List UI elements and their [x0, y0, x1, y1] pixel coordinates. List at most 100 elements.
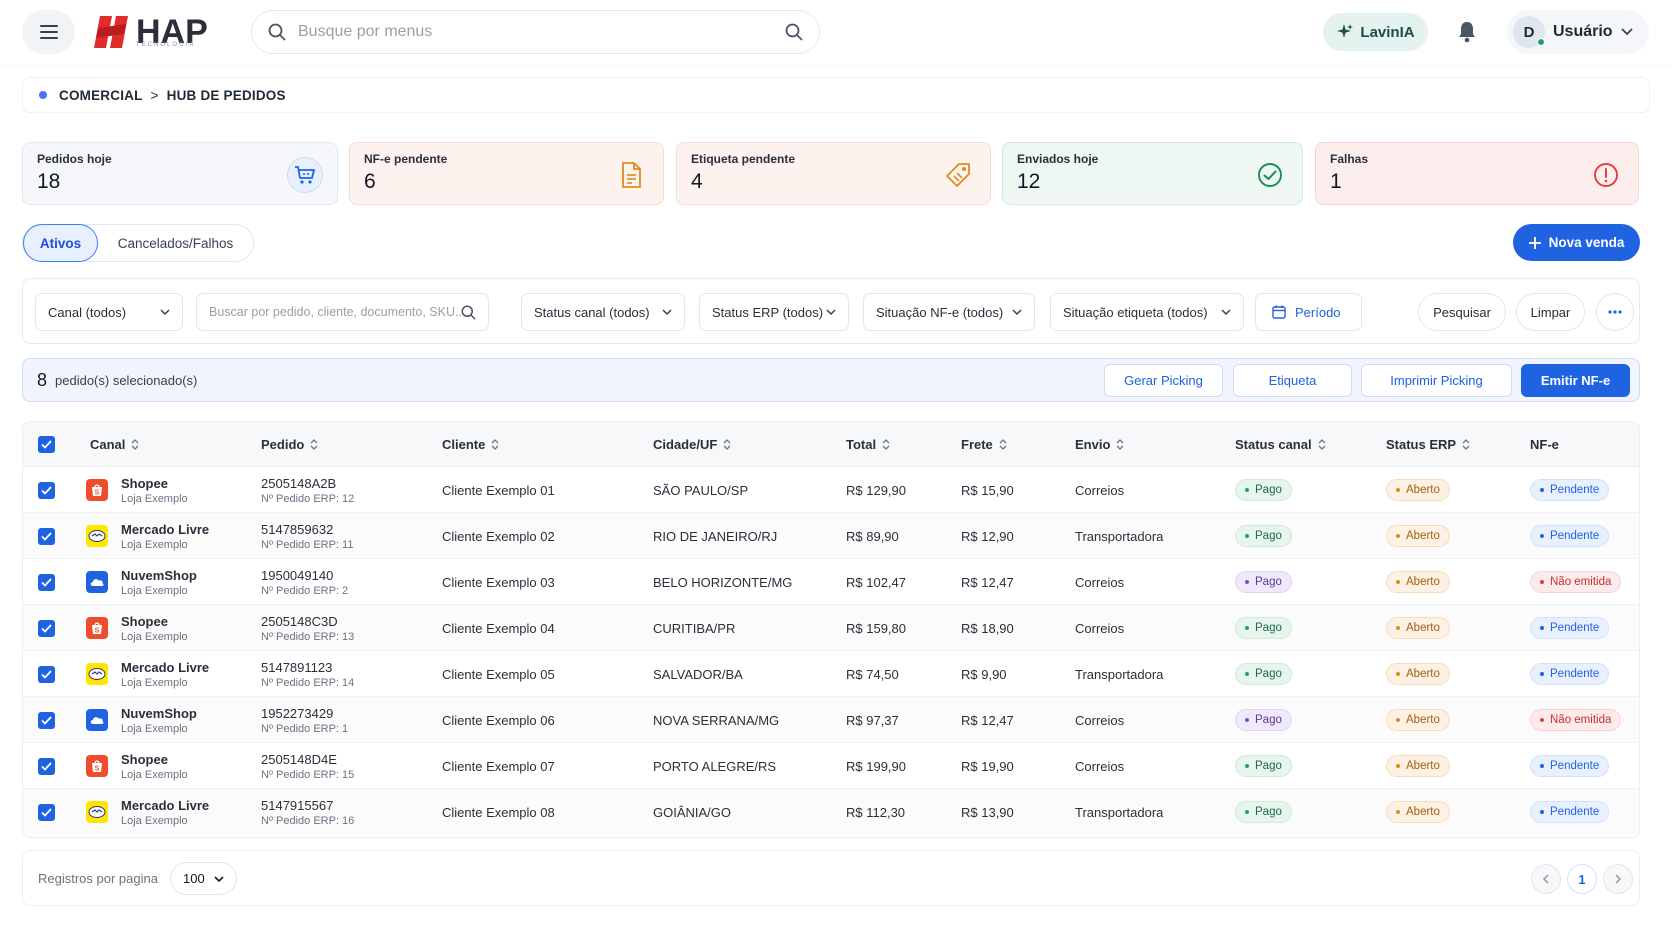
- stat-card-falhas[interactable]: Falhas 1: [1315, 142, 1639, 205]
- nfe-cell: Pendente: [1530, 513, 1610, 559]
- column-header[interactable]: Status canal: [1235, 422, 1326, 466]
- row-checkbox[interactable]: [38, 758, 55, 775]
- column-header[interactable]: Frete: [961, 422, 1007, 466]
- status-canal-select[interactable]: Status canal (todos): [521, 293, 685, 331]
- status-badge: Pago: [1235, 479, 1292, 501]
- column-header[interactable]: Status ERP: [1386, 422, 1470, 466]
- status-badge: Aberto: [1386, 709, 1450, 731]
- canal-name: Shopee: [121, 751, 168, 767]
- table-row[interactable]: S Shopee Loja Exemplo 2505148D4E Nº Pedido E…: [23, 742, 1639, 789]
- pedido-number[interactable]: 5147915567: [261, 797, 334, 813]
- periodo-label: Período: [1295, 304, 1341, 320]
- column-header[interactable]: Envio: [1075, 422, 1124, 466]
- situacao-nfe-select[interactable]: Situação NF-e (todos): [863, 293, 1035, 331]
- assistant-button[interactable]: LavinIA: [1323, 13, 1428, 51]
- column-header[interactable]: Total: [846, 422, 890, 466]
- status-erp-select[interactable]: Status ERP (todos): [699, 293, 849, 331]
- status-badge-label: Pendente: [1550, 760, 1600, 772]
- table-row[interactable]: NuvemShop Loja Exemplo 1952273429 Nº Pedido…: [23, 696, 1639, 743]
- bell-icon[interactable]: [1455, 20, 1479, 44]
- menu-search-input[interactable]: [298, 23, 785, 41]
- pedido-cell: 1950049140 Nº Pedido ERP: 2: [261, 559, 348, 605]
- frete-cell: R$ 12,47: [961, 697, 1014, 743]
- erp-number: Nº Pedido ERP: 11: [261, 538, 354, 551]
- row-checkbox[interactable]: [38, 712, 55, 729]
- table-row[interactable]: S Shopee Loja Exemplo 2505148A2B Nº Pedido E…: [23, 466, 1639, 512]
- menu-button[interactable]: [22, 10, 75, 54]
- pedido-number[interactable]: 5147891123: [261, 659, 333, 675]
- cliente-name: Cliente Exemplo 01: [442, 482, 555, 498]
- per-page-select[interactable]: 100: [170, 862, 237, 895]
- user-menu[interactable]: D Usuário: [1507, 10, 1649, 54]
- envio-cell: Correios: [1075, 697, 1124, 743]
- pedido-number[interactable]: 1952273429: [261, 705, 334, 721]
- status-badge-label: Pago: [1255, 806, 1282, 818]
- stat-card-nfe-pendente[interactable]: NF-e pendente 6: [349, 142, 664, 205]
- cidade-uf: PORTO ALEGRE/RS: [653, 758, 777, 774]
- row-checkbox[interactable]: [38, 666, 55, 683]
- sort-icon: [131, 438, 139, 450]
- page-1-button[interactable]: 1: [1567, 864, 1597, 894]
- column-header[interactable]: Pedido: [261, 422, 318, 466]
- canal-select[interactable]: Canal (todos): [35, 293, 183, 331]
- periodo-button[interactable]: Período: [1255, 293, 1362, 331]
- column-header[interactable]: Cidade/UF: [653, 422, 731, 466]
- etiqueta-button[interactable]: Etiqueta: [1233, 364, 1352, 397]
- pedido-number[interactable]: 2505148C3D: [261, 613, 338, 629]
- tab-cancelados-falhos[interactable]: Cancelados/Falhos: [117, 235, 234, 251]
- search-icon[interactable]: [461, 305, 476, 320]
- total-value: R$ 89,90: [846, 528, 899, 544]
- canal-select-value: Canal (todos): [48, 304, 127, 320]
- stat-card-pedidos-hoje[interactable]: Pedidos hoje 18: [22, 142, 338, 205]
- search-submit-icon[interactable]: [785, 23, 803, 41]
- row-checkbox[interactable]: [38, 528, 55, 545]
- row-checkbox[interactable]: [38, 574, 55, 591]
- table-row[interactable]: NuvemShop Loja Exemplo 1950049140 Nº Pedido…: [23, 558, 1639, 605]
- table-row[interactable]: Mercado Livre Loja Exemplo 5147915567 Nº Pe…: [23, 788, 1639, 835]
- next-page-button[interactable]: [1603, 864, 1633, 894]
- status-erp-cell: Aberto: [1386, 651, 1450, 697]
- table-row[interactable]: Mercado Livre Loja Exemplo 5147891123 Nº Pe…: [23, 650, 1639, 697]
- gerar-picking-button[interactable]: Gerar Picking: [1104, 364, 1223, 397]
- order-search-input[interactable]: [209, 305, 461, 319]
- column-header[interactable]: Cliente: [442, 422, 499, 466]
- limpar-button[interactable]: Limpar: [1516, 293, 1585, 331]
- row-checkbox[interactable]: [38, 482, 55, 499]
- emitir-nfe-button[interactable]: Emitir NF-e: [1521, 364, 1630, 397]
- stat-card-etiqueta-pendente[interactable]: Etiqueta pendente 4: [676, 142, 991, 205]
- column-header[interactable]: Canal: [90, 422, 139, 466]
- row-checkbox[interactable]: [38, 620, 55, 637]
- selection-bar: 8 pedido(s) selecionado(s) Gerar Picking…: [22, 358, 1640, 402]
- situacao-etiqueta-select[interactable]: Situação etiqueta (todos): [1050, 293, 1244, 331]
- check-icon: [41, 624, 52, 633]
- breadcrumb-section[interactable]: COMERCIAL: [59, 87, 143, 103]
- status-badge-label: Pago: [1255, 760, 1282, 772]
- logo[interactable]: HAP TECNOLOGIA: [94, 14, 208, 50]
- status-badge: Não emitida: [1530, 571, 1622, 593]
- menu-search[interactable]: [251, 10, 820, 54]
- imprimir-picking-button[interactable]: Imprimir Picking: [1361, 364, 1512, 397]
- pesquisar-button[interactable]: Pesquisar: [1418, 293, 1506, 331]
- stat-card-enviados-hoje[interactable]: Enviados hoje 12: [1002, 142, 1303, 205]
- status-dot: [1540, 718, 1544, 722]
- status-canal-cell: Pago: [1235, 789, 1292, 835]
- pedido-cell: 2505148D4E Nº Pedido ERP: 15: [261, 743, 354, 789]
- tab-ativos[interactable]: Ativos: [23, 224, 98, 262]
- frete-cell: R$ 18,90: [961, 605, 1014, 651]
- order-search[interactable]: [196, 293, 489, 331]
- pedido-number[interactable]: 5147859632: [261, 521, 334, 537]
- column-header-label: Cidade/UF: [653, 436, 718, 452]
- row-checkbox[interactable]: [38, 804, 55, 821]
- more-options-button[interactable]: [1596, 293, 1634, 331]
- column-header-label: NF-e: [1530, 436, 1559, 452]
- select-all-checkbox[interactable]: [38, 436, 55, 453]
- pedido-number[interactable]: 1950049140: [261, 567, 334, 583]
- pedido-number[interactable]: 2505148A2B: [261, 475, 337, 491]
- prev-page-button[interactable]: [1531, 864, 1561, 894]
- status-badge: Pendente: [1530, 479, 1610, 501]
- table-row[interactable]: Mercado Livre Loja Exemplo 5147859632 Nº Pe…: [23, 512, 1639, 559]
- new-sale-button[interactable]: Nova venda: [1513, 224, 1640, 261]
- status-badge-label: Pago: [1255, 484, 1282, 496]
- pedido-number[interactable]: 2505148D4E: [261, 751, 337, 767]
- table-row[interactable]: S Shopee Loja Exemplo 2505148C3D Nº Pedido E…: [23, 604, 1639, 651]
